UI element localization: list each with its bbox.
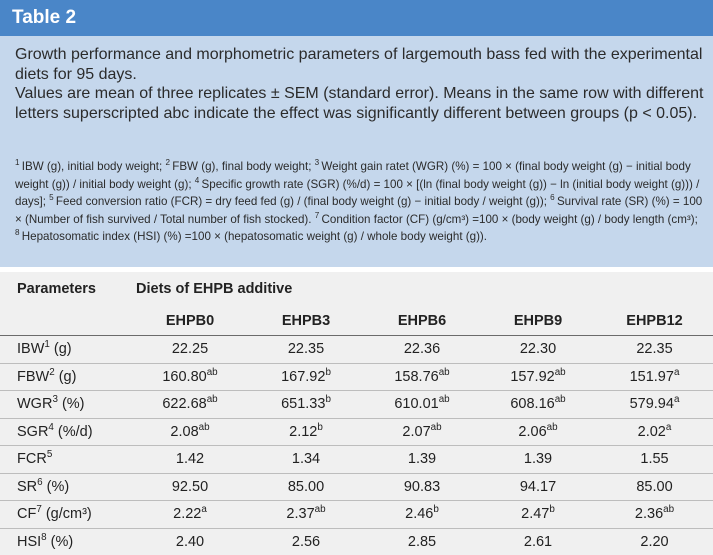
column-header-row: EHPB0 EHPB3 EHPB6 EHPB9 EHPB12	[0, 306, 713, 336]
caption-footnotes: 1 IBW (g), initial body weight; 2 FBW (g…	[15, 158, 705, 246]
table-title: Table 2	[12, 7, 77, 28]
table-cell: 2.46b	[364, 500, 480, 529]
header-spacer	[0, 306, 132, 336]
diet-group-header: Diets of EHPB additive	[136, 281, 293, 297]
table-row: WGR3 (%) 622.68ab 651.33b 610.01ab 608.16ab 5…	[0, 390, 713, 419]
footnote-marker: 5	[49, 193, 56, 203]
column-header-ehpb3: EHPB3	[248, 306, 364, 336]
table-cell: 92.50	[132, 473, 248, 501]
table-cell: 1.55	[596, 445, 713, 474]
row-label: FCR5	[0, 445, 132, 474]
table-cell: 1.42	[132, 445, 248, 474]
table-cell: 85.00	[596, 473, 713, 501]
table-cell: 2.85	[407, 533, 437, 550]
table-cell: 2.36ab	[596, 500, 713, 529]
table-cell: 2.02a	[596, 418, 713, 446]
footnote-marker: 4	[194, 175, 202, 185]
table-cell: 1.39	[364, 445, 480, 474]
caption-line-1: Growth performance and morphometric para…	[15, 46, 703, 83]
table-row: CF7 (g/cm³) 2.22a 2.37ab 2.46b 2.47b 2.36ab	[0, 500, 713, 529]
row-label: WGR3 (%)	[0, 390, 132, 419]
table-cell: 1.34	[248, 445, 364, 474]
table-cell: 608.16ab	[480, 390, 596, 419]
footnote-marker: 6	[550, 193, 557, 203]
footnote-marker: 1	[15, 158, 22, 168]
table-row: SR6 (%) 92.50 85.00 90.83 94.17 85.00	[0, 473, 713, 501]
table-cell: 151.97a	[596, 363, 713, 391]
table-cell: 22.30	[480, 335, 596, 364]
table-row: SGR4 (%/d) 2.08ab 2.12b 2.07ab 2.06ab 2.02a	[0, 418, 713, 446]
footnote-text: Weight gain ratet (WGR) (%) = 100 × (fin…	[15, 160, 691, 191]
table-cell: 157.92ab	[480, 363, 596, 391]
table-cell: 22.25	[132, 335, 248, 364]
table-cell: 2.47b	[480, 500, 596, 529]
table-cell: 2.08ab	[132, 418, 248, 446]
table-cell: 2.12b	[248, 418, 364, 446]
table-cell: 1.39	[480, 445, 596, 474]
footnote-marker: 7	[314, 210, 322, 220]
table-cell: 22.36	[364, 335, 480, 364]
table-cell: 22.35	[596, 335, 713, 364]
footnote-marker: 8	[15, 228, 22, 238]
caption-panel: Growth performance and morphometric para…	[0, 36, 713, 267]
column-header-ehpb6: EHPB6	[364, 306, 480, 336]
column-header-ehpb9: EHPB9	[480, 306, 596, 336]
footnote-text: IBW (g), initial body weight;	[21, 160, 166, 173]
footnote-marker: 2	[165, 158, 173, 168]
row-label: CF7 (g/cm³)	[0, 500, 132, 529]
table-row: IBW1 (g) 22.25 22.35 22.36 22.30 22.35	[0, 335, 713, 364]
table-cell: 610.01ab	[364, 390, 480, 419]
table-cell: 579.94a	[596, 390, 713, 419]
table-cell: 622.68ab	[132, 390, 248, 419]
table-row: FCR5 1.42 1.34 1.39 1.39 1.55	[0, 445, 713, 474]
column-header-ehpb12: EHPB12	[596, 306, 713, 336]
table-cell: 158.76ab	[364, 363, 480, 391]
params-header: Parameters	[17, 281, 96, 297]
footnote-text: Specific growth rate (SGR) (%/d) = 100 ×…	[15, 177, 700, 209]
table-cell: 85.00	[248, 473, 364, 501]
caption-line-2: Values are mean of three replicates ± SE…	[15, 85, 704, 122]
footnote-marker: 3	[314, 158, 322, 168]
table-cell: 90.83	[364, 473, 480, 501]
footnote-text: Hepatosomatic index (HSI) (%) =100 × (he…	[21, 230, 488, 244]
row-label: SR6 (%)	[0, 473, 132, 501]
footnote-text: FBW (g), final body weight;	[172, 160, 315, 173]
footnote-text: Condition factor (CF) (g/cm³) =100 × (bo…	[321, 212, 698, 226]
header-row: Parameters Diets of EHPB additive	[0, 272, 713, 306]
table-row: HSI8 (%) 2.40 2.56 2.85 2.61 2.20	[0, 528, 713, 555]
table-cell: 651.33b	[248, 390, 364, 419]
caption-main: Growth performance and morphometric para…	[15, 45, 705, 123]
table-cell: 2.40	[175, 533, 205, 550]
table-cell: 2.37ab	[248, 500, 364, 529]
table-cell: 2.56	[291, 533, 321, 550]
table-cell: 22.35	[248, 335, 364, 364]
row-label: HSI8 (%)	[17, 531, 74, 550]
footnote-text: Survival rate (SR) (%) = 100 × (Number o…	[15, 195, 703, 226]
table-cell: 2.61	[523, 533, 553, 550]
row-label: IBW1 (g)	[0, 335, 132, 364]
row-label: SGR4 (%/d)	[0, 418, 132, 446]
table-cell: 2.20	[640, 533, 669, 550]
table-cell: 2.07ab	[364, 418, 480, 446]
table-cell: 2.22a	[132, 500, 248, 529]
table-cell: 160.80ab	[132, 363, 248, 391]
row-label: FBW2 (g)	[0, 363, 132, 391]
table-cell: 94.17	[480, 473, 596, 501]
column-header-ehpb0: EHPB0	[132, 306, 248, 336]
table-cell: 167.92b	[248, 363, 364, 391]
footnote-text: Feed conversion ratio (FCR) = dry feed f…	[55, 195, 551, 209]
table-cell: 2.06ab	[480, 418, 596, 446]
title-bar: Table 2	[0, 0, 713, 36]
data-table: Parameters Diets of EHPB additive EHPB0 E…	[0, 272, 713, 555]
divider	[0, 267, 713, 272]
table-row: FBW2 (g) 160.80ab 167.92b 158.76ab 157.92ab 1…	[0, 363, 713, 391]
